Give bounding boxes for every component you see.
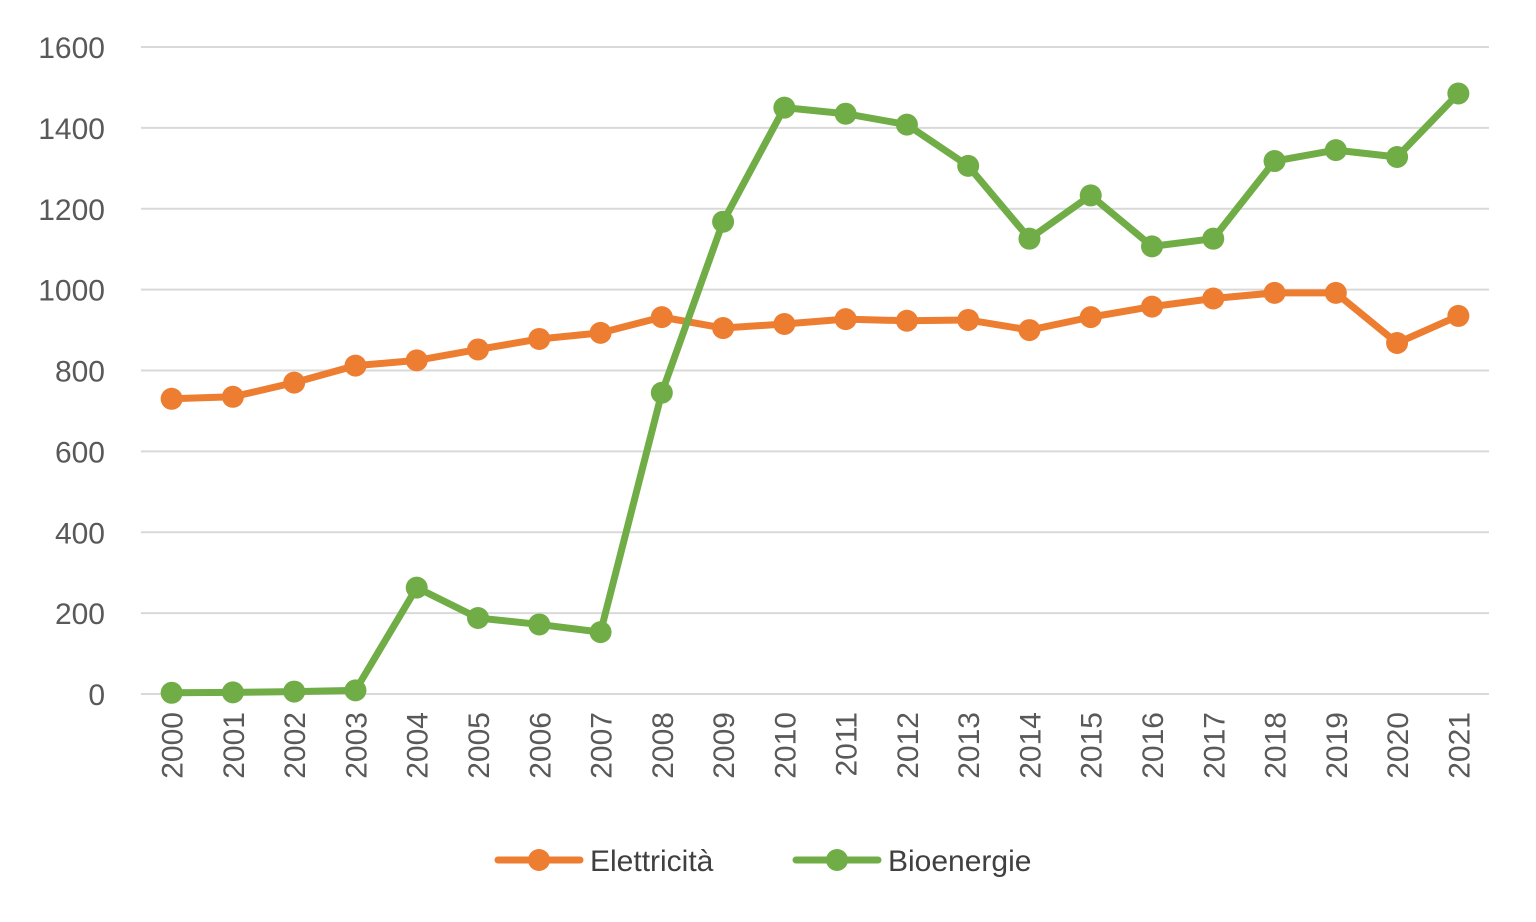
data-point-bioenergie-2017[interactable] [1202, 227, 1225, 250]
data-point-elettricit-2008[interactable] [650, 306, 673, 329]
x-tick-label: 2006 [524, 712, 557, 779]
data-point-elettricit-2017[interactable] [1202, 287, 1225, 310]
y-tick-label: 400 [55, 517, 105, 550]
data-point-elettricit-2010[interactable] [773, 312, 796, 335]
data-point-bioenergie-2016[interactable] [1141, 235, 1163, 258]
data-point-elettricit-2021[interactable] [1447, 304, 1470, 327]
series-line-bioenergie [168, 90, 1462, 697]
y-tick-label: 0 [88, 679, 105, 712]
series-line-elettricit [168, 289, 1462, 403]
data-point-bioenergie-2000[interactable] [160, 681, 183, 704]
data-point-elettricit-2001[interactable] [221, 385, 244, 408]
data-point-elettricit-2019[interactable] [1324, 281, 1347, 304]
legend-label-bioenergie: Bioenergie [888, 845, 1031, 878]
data-point-bioenergie-2012[interactable] [895, 113, 918, 136]
series-bioenergie [160, 82, 1470, 704]
y-tick-label: 1600 [38, 32, 105, 65]
x-tick-label: 2016 [1137, 712, 1170, 779]
x-tick-label: 2008 [647, 712, 680, 779]
legend: Elettricità Bioenergie [494, 845, 1031, 878]
y-tick-label: 800 [55, 356, 105, 389]
data-point-bioenergie-2010[interactable] [773, 96, 796, 119]
x-tick-label: 2015 [1076, 712, 1109, 779]
data-point-elettricit-2015[interactable] [1079, 306, 1102, 329]
data-point-elettricit-2004[interactable] [405, 349, 428, 372]
data-point-elettricit-2006[interactable] [528, 327, 551, 350]
series-elettricit [160, 281, 1470, 410]
data-point-elettricit-2005[interactable] [467, 338, 489, 361]
data-point-elettricit-2007[interactable] [589, 321, 612, 344]
data-point-bioenergie-2007[interactable] [589, 621, 612, 644]
x-tick-label: 2011 [831, 712, 864, 777]
y-tick-label: 1200 [38, 194, 105, 227]
data-point-elettricit-2012[interactable] [895, 309, 918, 332]
data-point-elettricit-2011[interactable] [834, 308, 857, 331]
x-tick-label: 2017 [1198, 712, 1231, 779]
data-point-bioenergie-2003[interactable] [344, 679, 367, 702]
x-tick-label: 2000 [157, 712, 190, 779]
x-tick-label: 2014 [1014, 712, 1047, 779]
series-lines [160, 82, 1470, 704]
data-point-bioenergie-2015[interactable] [1079, 184, 1102, 207]
data-point-elettricit-2013[interactable] [957, 308, 980, 331]
y-tick-label: 1400 [38, 113, 105, 146]
data-point-bioenergie-2006[interactable] [528, 613, 551, 636]
data-point-elettricit-2009[interactable] [712, 317, 735, 340]
data-point-bioenergie-2001[interactable] [221, 681, 244, 704]
x-tick-label: 2002 [279, 712, 312, 779]
y-tick-label: 1000 [38, 275, 105, 308]
data-point-elettricit-2018[interactable] [1263, 281, 1286, 304]
data-point-elettricit-2003[interactable] [344, 354, 367, 377]
data-point-elettricit-2020[interactable] [1386, 332, 1409, 355]
x-tick-label: 2001 [218, 712, 251, 779]
x-tick-label: 2018 [1260, 712, 1293, 779]
x-tick-label: 2019 [1321, 712, 1354, 779]
data-point-elettricit-2014[interactable] [1018, 319, 1041, 342]
data-point-bioenergie-2004[interactable] [405, 576, 428, 599]
x-tick-label: 2012 [892, 712, 925, 779]
data-point-elettricit-2000[interactable] [160, 387, 183, 410]
y-tick-label: 200 [55, 598, 105, 631]
y-tick-label: 600 [55, 436, 105, 469]
x-tick-label: 2005 [463, 712, 496, 779]
legend-label-elettricita: Elettricità [590, 845, 714, 878]
x-tick-label: 2013 [953, 712, 986, 779]
data-point-bioenergie-2014[interactable] [1018, 227, 1041, 250]
legend-item-elettricita[interactable]: Elettricità [494, 845, 714, 878]
data-point-elettricit-2016[interactable] [1141, 295, 1163, 318]
data-point-bioenergie-2009[interactable] [712, 210, 735, 233]
x-tick-label: 2021 [1443, 712, 1476, 779]
x-tick-label: 2007 [586, 712, 619, 779]
x-tick-label: 2009 [708, 712, 741, 779]
gridlines [141, 46, 1489, 695]
data-point-bioenergie-2002[interactable] [283, 680, 306, 703]
data-point-bioenergie-2005[interactable] [467, 606, 489, 629]
data-point-bioenergie-2008[interactable] [650, 381, 673, 404]
data-point-bioenergie-2011[interactable] [834, 102, 857, 125]
y-axis-ticks: 0 200 400 600 800 1000 1200 1400 1600 [38, 32, 105, 712]
x-axis-ticks: 2000 2001 2002 2003 2004 2005 2006 2007 2008 2009… [157, 712, 1477, 779]
x-tick-label: 2010 [769, 712, 802, 779]
x-tick-label: 2004 [402, 712, 435, 779]
data-point-elettricit-2002[interactable] [283, 371, 306, 394]
data-point-bioenergie-2021[interactable] [1447, 82, 1470, 105]
x-tick-label: 2003 [340, 712, 373, 779]
data-point-bioenergie-2018[interactable] [1263, 150, 1286, 173]
data-point-bioenergie-2020[interactable] [1386, 145, 1409, 168]
x-tick-label: 2020 [1382, 712, 1415, 779]
data-point-bioenergie-2013[interactable] [957, 154, 980, 177]
data-point-bioenergie-2019[interactable] [1324, 139, 1347, 162]
legend-item-bioenergie[interactable]: Bioenergie [792, 845, 1031, 878]
